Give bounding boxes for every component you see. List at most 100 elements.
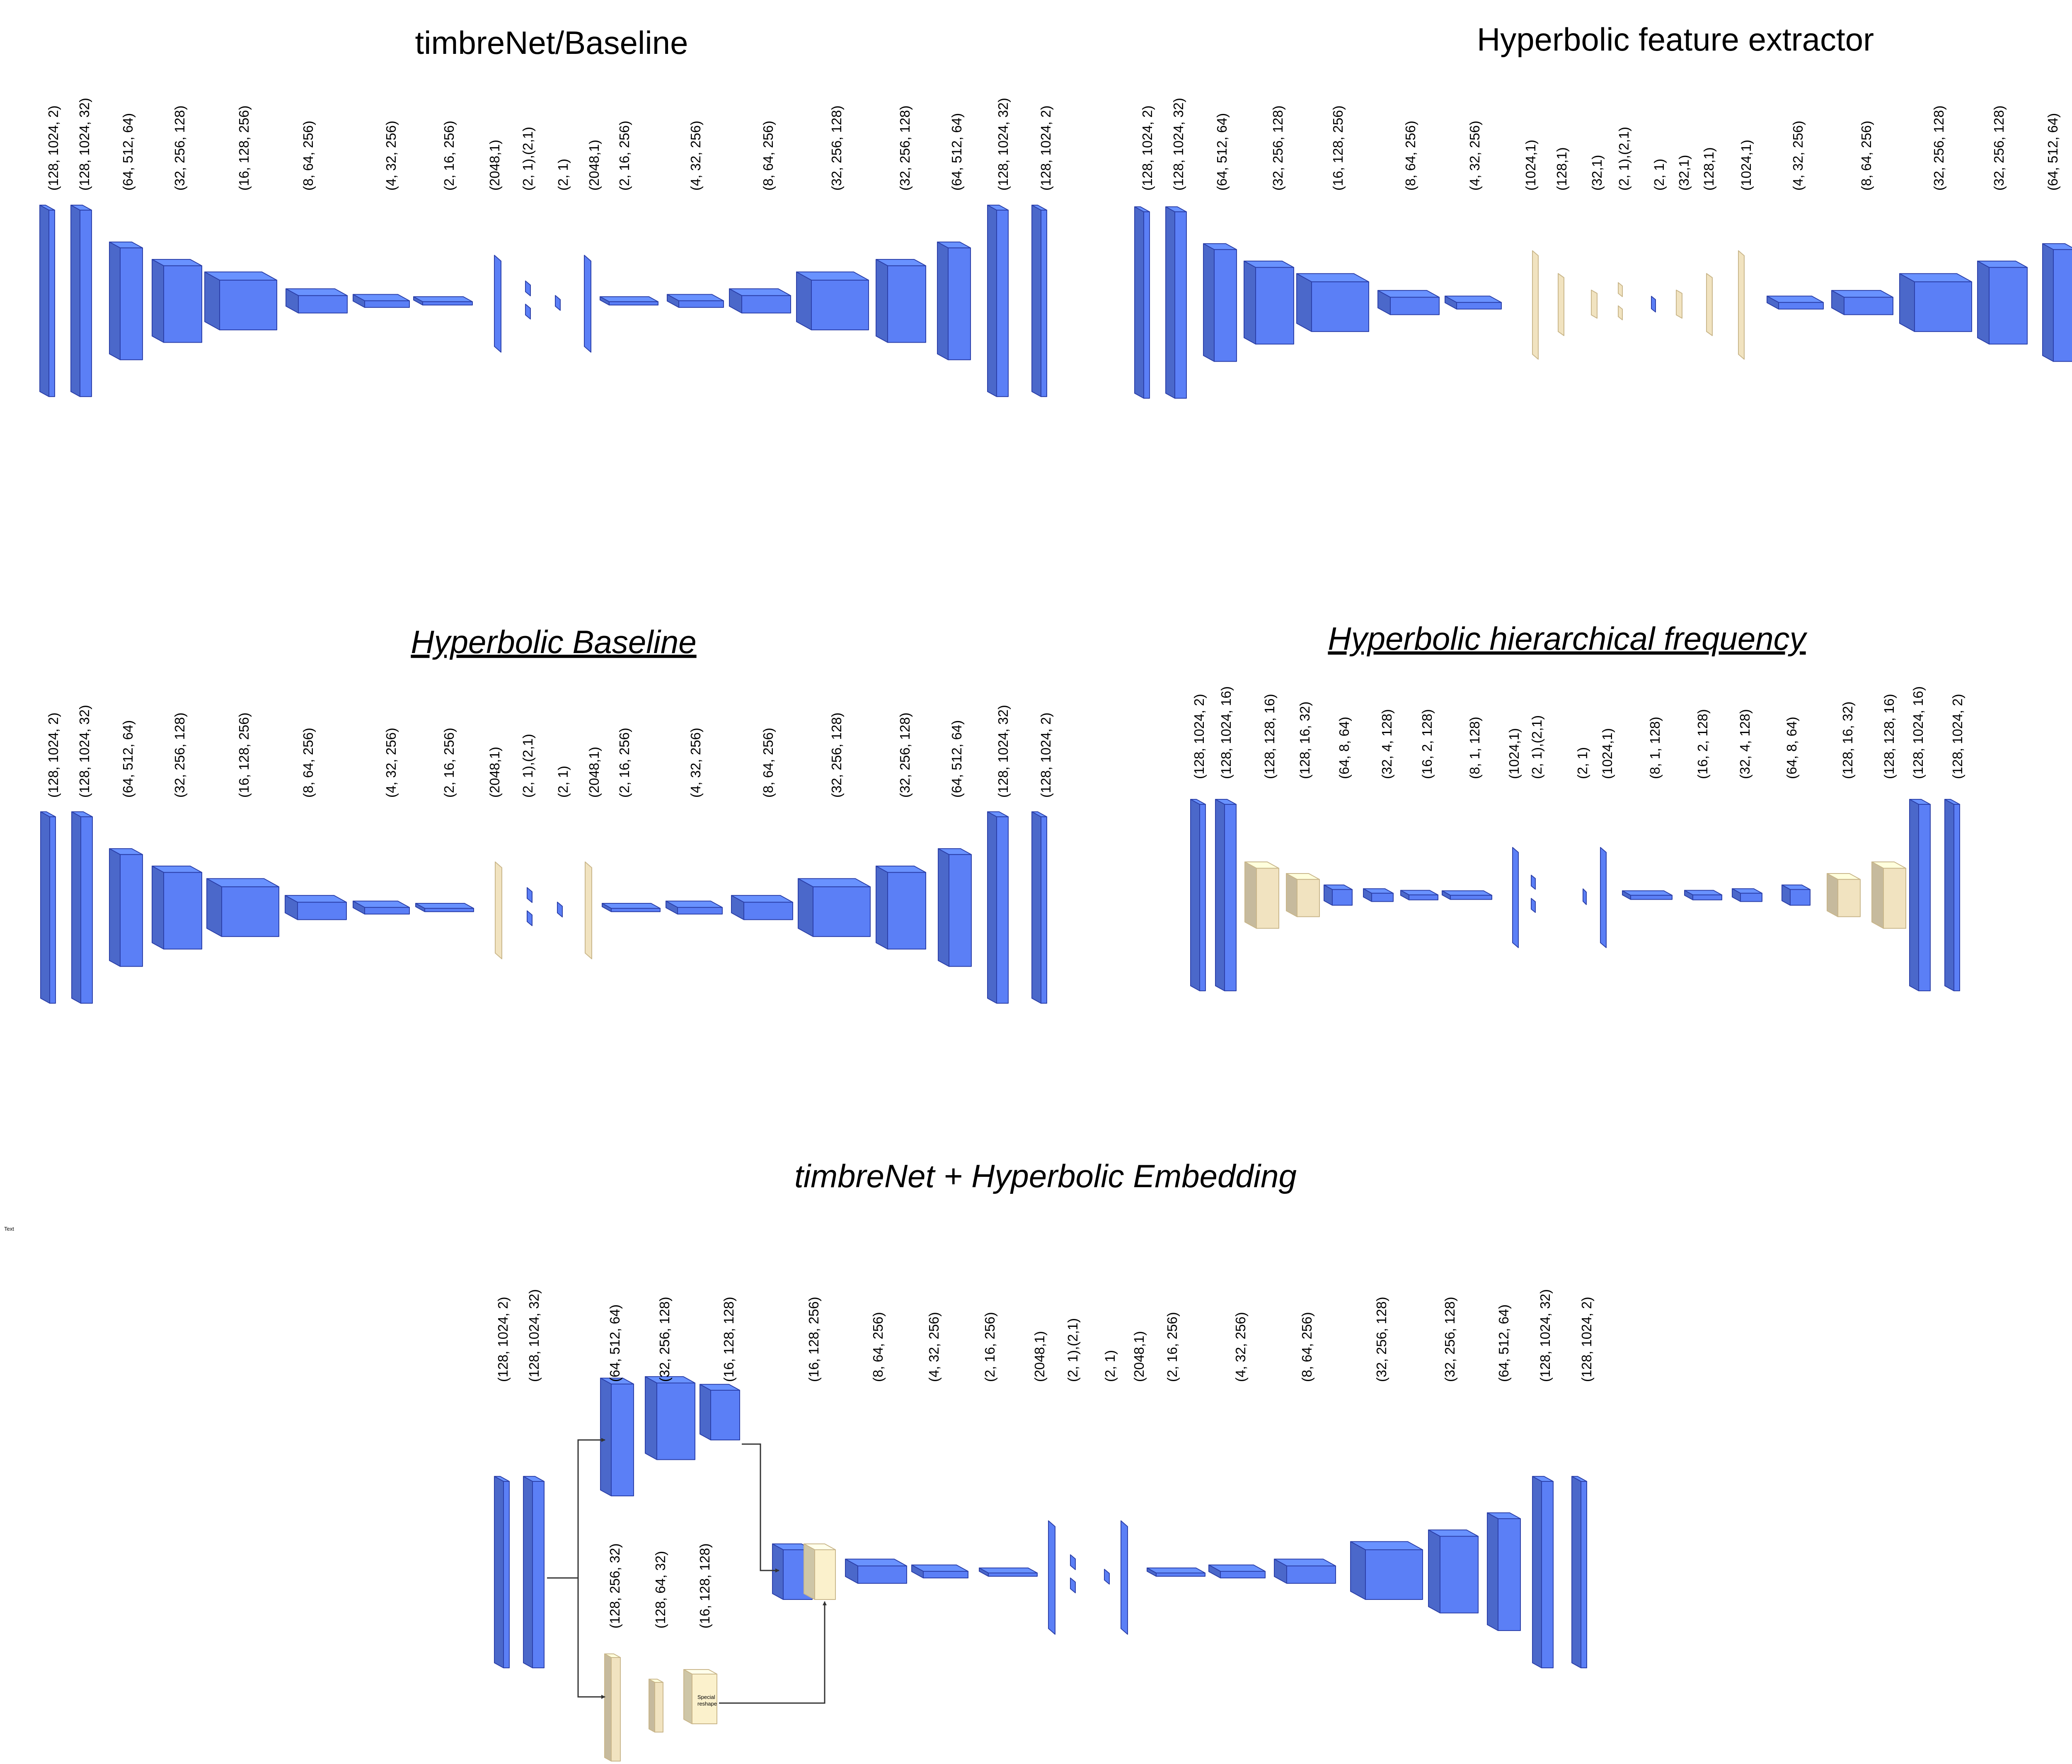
d1-label-16: (32, 256, 128) <box>897 106 913 191</box>
d3-label-7: (2, 16, 256) <box>441 728 457 798</box>
d2-layer-3 <box>1244 260 1294 345</box>
d3-label-0: (128, 1024, 2) <box>46 713 61 798</box>
d5-label-8: (2, 16, 256) <box>982 1312 997 1382</box>
d4-label-16: (128, 16, 32) <box>1840 702 1855 779</box>
d3-label-10: (2, 1) <box>555 766 571 798</box>
d1-label-4: (16, 128, 256) <box>236 106 252 191</box>
d4-label-12: (8, 1, 128) <box>1647 717 1663 779</box>
d4-label-7: (8, 1, 128) <box>1467 717 1482 779</box>
d5-layer-11 <box>1104 1569 1110 1585</box>
d5-label-3: (32, 256, 128) <box>657 1297 672 1382</box>
d1-label-18: (128, 1024, 32) <box>995 98 1011 191</box>
d5-label-14: (4, 32, 256) <box>1233 1312 1248 1382</box>
d2-layer-7 <box>1532 250 1539 360</box>
d3-layer-7 <box>415 903 474 912</box>
d4-label-6: (16, 2, 128) <box>1419 709 1435 779</box>
d4-layer-7 <box>1442 890 1492 900</box>
d4-layer-8 <box>1512 847 1519 948</box>
d4-label-5: (32, 4, 128) <box>1379 709 1394 779</box>
d2-label-18: (32, 256, 128) <box>1991 106 2007 191</box>
d3-label-12: (2, 16, 256) <box>617 728 632 798</box>
d5-label-15: (8, 64, 256) <box>1299 1312 1314 1382</box>
d2-label-5: (8, 64, 256) <box>1403 121 1418 191</box>
d4-layer-14 <box>1732 888 1762 902</box>
d3-layer-14 <box>731 895 793 920</box>
d4-layer-1 <box>1215 799 1237 992</box>
d1-layer-15 <box>796 271 869 331</box>
d4-label-14: (32, 4, 128) <box>1737 709 1752 779</box>
d3-layer-6 <box>353 900 410 915</box>
d3-layer-3 <box>152 865 202 950</box>
d4-layer-13 <box>1684 890 1722 900</box>
d2-layer-1 <box>1165 206 1187 399</box>
d5-label-16: (32, 256, 128) <box>1374 1297 1389 1382</box>
d1-layer-2 <box>109 241 143 361</box>
d1-layer-3 <box>152 259 202 343</box>
d5-label-13: (2, 16, 256) <box>1164 1312 1180 1382</box>
d2-label-7: (1024,1) <box>1523 140 1538 191</box>
d4-layer-11 <box>1600 847 1607 948</box>
d5-layer-16 <box>1350 1541 1423 1600</box>
d4-label-2: (128, 128, 16) <box>1262 694 1277 779</box>
d5-layer-13 <box>1147 1567 1205 1577</box>
d1-label-9: (2, 1),(2,1) <box>520 127 535 191</box>
d3-label-5: (8, 64, 256) <box>300 728 316 798</box>
d5-label-17: (32, 256, 128) <box>1442 1297 1457 1382</box>
d1-layer-7 <box>413 296 473 306</box>
d3-layer-10 <box>557 902 563 917</box>
d1-label-10: (2, 1) <box>555 159 571 191</box>
d5-layer-7 <box>911 1564 968 1578</box>
d1-label-1: (128, 1024, 32) <box>77 98 92 191</box>
d2-label-6: (4, 32, 256) <box>1467 121 1482 191</box>
d5-label-5: (16, 128, 256) <box>806 1297 821 1382</box>
d1-label-15: (32, 256, 128) <box>829 106 844 191</box>
d5-layer-15 <box>1274 1558 1336 1584</box>
d2-label-19: (64, 512, 64) <box>2045 113 2060 191</box>
d3-label-11: (2048,1) <box>586 747 602 798</box>
d5-label-20: (128, 1024, 2) <box>1579 1297 1594 1382</box>
d5-layer-18 <box>1487 1512 1521 1631</box>
layer-blocks <box>39 205 2072 1762</box>
d4-label-1: (128, 1024, 16) <box>1218 686 1234 779</box>
d4-layer-5 <box>1363 888 1394 902</box>
d3-layer-8 <box>495 861 502 959</box>
d5-label-1: (128, 1024, 32) <box>526 1289 542 1382</box>
d2-layer-10-a <box>1618 282 1623 297</box>
d2-layer-8 <box>1558 273 1564 336</box>
d1-label-11: (2048,1) <box>586 140 602 191</box>
d4-label-13: (16, 2, 128) <box>1695 709 1710 779</box>
d5-layer-2 <box>600 1377 634 1496</box>
d3-label-19: (128, 1024, 2) <box>1038 713 1053 798</box>
d4-label-0: (128, 1024, 2) <box>1191 694 1207 779</box>
d3-label-2: (64, 512, 64) <box>120 720 136 798</box>
d2-label-3: (32, 256, 128) <box>1270 106 1285 191</box>
d3-layer-2 <box>109 848 143 967</box>
d4-layer-6 <box>1400 890 1438 900</box>
d2-label-16: (8, 64, 256) <box>1859 121 1874 191</box>
d4-layer-10 <box>1583 888 1587 905</box>
d1-layer-6 <box>353 294 410 308</box>
d5-layer-6 <box>845 1558 907 1584</box>
d3-layer-11 <box>585 861 592 959</box>
d5-label-4: (16, 128, 128) <box>721 1297 736 1382</box>
d4-layer-9-b <box>1531 898 1536 913</box>
d1-layer-10 <box>555 295 561 311</box>
d3-label-18: (128, 1024, 32) <box>995 705 1011 798</box>
d2-label-11: (2, 1) <box>1651 159 1667 191</box>
d1-layer-1 <box>70 205 92 397</box>
d3-label-17: (64, 512, 64) <box>949 720 964 798</box>
d5-layer-19 <box>1532 1476 1554 1668</box>
arrow-split-lower <box>577 1578 605 1699</box>
d3-label-6: (4, 32, 256) <box>383 728 399 798</box>
d4-layer-3 <box>1286 873 1320 917</box>
d1-label-3: (32, 256, 128) <box>172 106 187 191</box>
d2-label-15: (4, 32, 256) <box>1790 121 1806 191</box>
d1-label-17: (64, 512, 64) <box>949 113 964 191</box>
d5-branch-layer-2 <box>683 1669 717 1724</box>
d3-layer-15 <box>798 878 871 937</box>
d5-label-7: (4, 32, 256) <box>926 1312 942 1382</box>
d2-layer-14 <box>1738 250 1745 360</box>
d1-label-7: (2, 16, 256) <box>441 121 457 191</box>
d3-layer-13 <box>666 900 723 915</box>
